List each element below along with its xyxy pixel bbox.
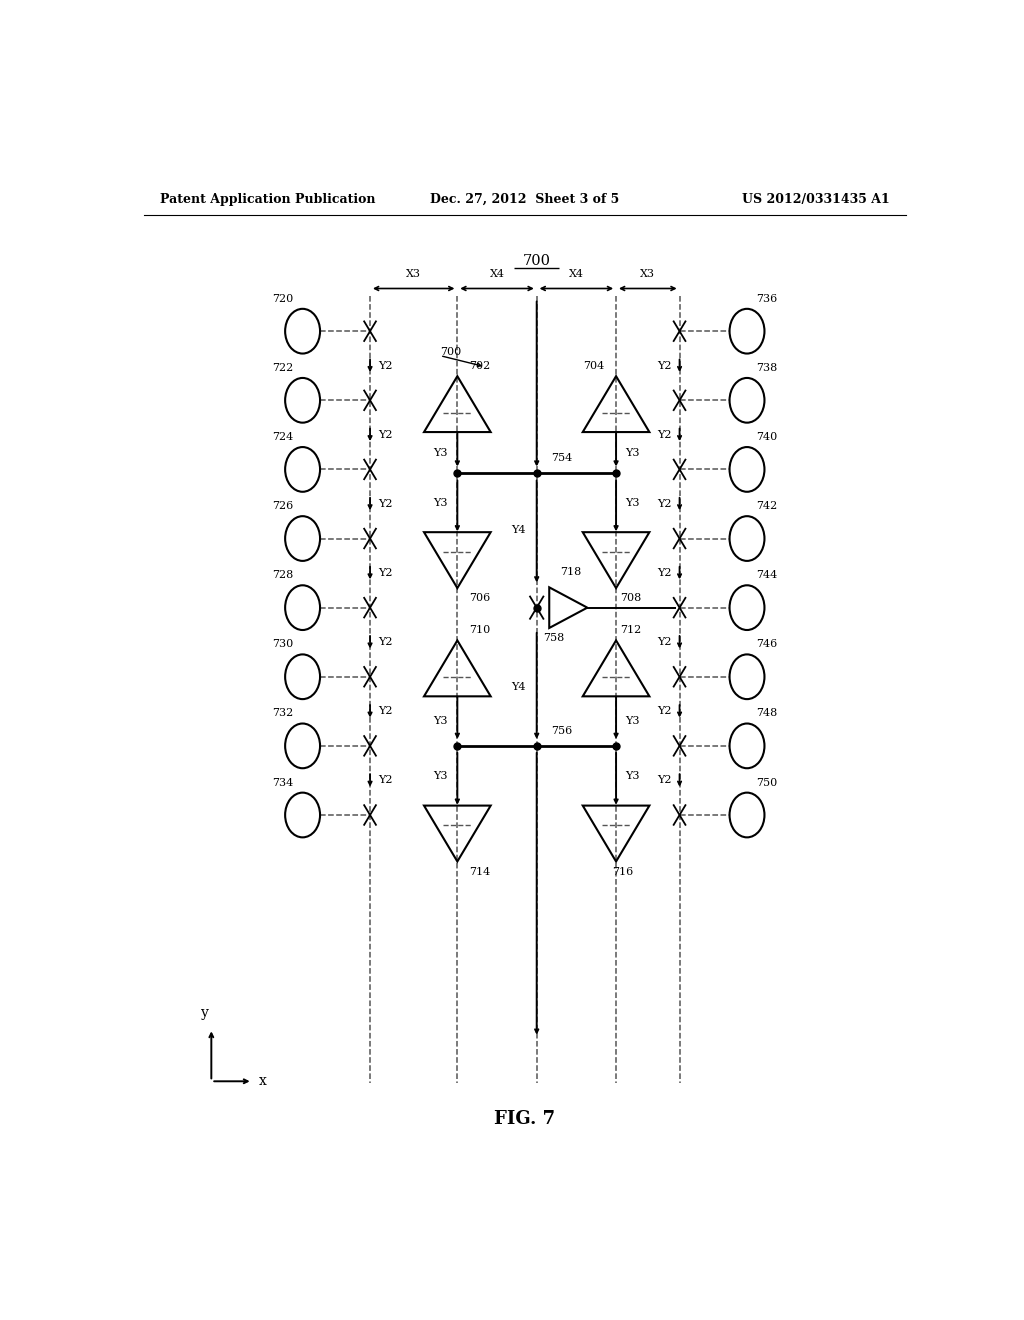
Text: Patent Application Publication: Patent Application Publication	[160, 193, 375, 206]
Text: Y2: Y2	[657, 638, 672, 647]
Text: Y3: Y3	[433, 771, 447, 780]
Text: 742: 742	[757, 502, 778, 511]
Text: 710: 710	[469, 626, 490, 635]
Text: 750: 750	[757, 777, 778, 788]
Text: 716: 716	[612, 866, 634, 876]
Text: x: x	[259, 1074, 267, 1088]
Text: 718: 718	[560, 568, 582, 577]
Text: Y2: Y2	[657, 568, 672, 578]
Text: Y3: Y3	[433, 447, 447, 458]
Text: 756: 756	[551, 726, 572, 735]
Text: y: y	[201, 1006, 209, 1020]
Text: US 2012/0331435 A1: US 2012/0331435 A1	[742, 193, 890, 206]
Text: Y2: Y2	[378, 775, 392, 785]
Text: 754: 754	[551, 453, 572, 463]
Text: X4: X4	[569, 269, 584, 280]
Text: Y3: Y3	[433, 498, 447, 508]
Text: X4: X4	[489, 269, 505, 280]
Text: 704: 704	[583, 362, 604, 371]
Text: 734: 734	[271, 777, 293, 788]
Text: Y3: Y3	[626, 498, 640, 508]
Text: Y2: Y2	[657, 499, 672, 510]
Text: Y2: Y2	[378, 430, 392, 440]
Text: 726: 726	[271, 502, 293, 511]
Text: Y2: Y2	[378, 499, 392, 510]
Text: 712: 712	[620, 626, 641, 635]
Text: Y3: Y3	[626, 771, 640, 780]
Text: 744: 744	[757, 570, 778, 581]
Text: Y3: Y3	[626, 447, 640, 458]
Text: 746: 746	[757, 639, 778, 649]
Text: 708: 708	[620, 593, 641, 603]
Text: Y2: Y2	[657, 706, 672, 717]
Text: Y2: Y2	[378, 360, 392, 371]
Text: 736: 736	[757, 294, 778, 304]
Text: 702: 702	[469, 362, 490, 371]
Text: Y3: Y3	[626, 717, 640, 726]
Text: Dec. 27, 2012  Sheet 3 of 5: Dec. 27, 2012 Sheet 3 of 5	[430, 193, 620, 206]
Text: Y4: Y4	[511, 525, 525, 536]
Text: FIG. 7: FIG. 7	[495, 1110, 555, 1127]
Text: 728: 728	[271, 570, 293, 581]
Text: 758: 758	[543, 634, 564, 643]
Text: Y2: Y2	[378, 638, 392, 647]
Text: Y4: Y4	[511, 682, 525, 692]
Text: Y3: Y3	[433, 717, 447, 726]
Text: 724: 724	[271, 432, 293, 442]
Text: 722: 722	[271, 363, 293, 372]
Text: 700: 700	[522, 255, 551, 268]
Text: 740: 740	[757, 432, 778, 442]
Text: 720: 720	[271, 294, 293, 304]
Text: Y2: Y2	[378, 706, 392, 717]
Text: 748: 748	[757, 709, 778, 718]
Text: 730: 730	[271, 639, 293, 649]
Text: Y2: Y2	[657, 430, 672, 440]
Text: 700: 700	[440, 347, 461, 356]
Text: 732: 732	[271, 709, 293, 718]
Text: X3: X3	[407, 269, 421, 280]
Text: Y2: Y2	[657, 360, 672, 371]
Text: X3: X3	[640, 269, 655, 280]
Text: Y2: Y2	[378, 568, 392, 578]
Text: 706: 706	[469, 593, 490, 603]
Text: 714: 714	[469, 866, 490, 876]
Text: Y2: Y2	[657, 775, 672, 785]
Text: 738: 738	[757, 363, 778, 372]
